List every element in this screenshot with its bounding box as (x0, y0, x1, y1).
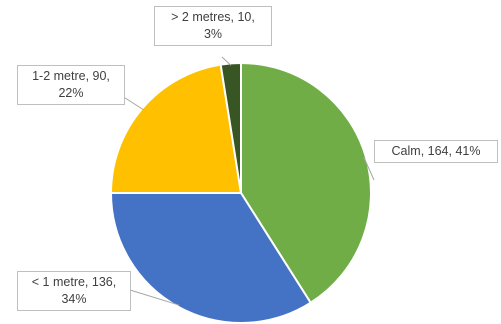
leader-line (221, 56, 232, 66)
leader-line (363, 157, 375, 181)
data-label-under-1-metre-line1: < 1 metre, 136, (31, 275, 117, 289)
data-label-1-2-metre-line2: 22% (58, 86, 84, 100)
data-label-over-2-metres-line1: > 2 metres, 10, (171, 10, 255, 24)
data-label-under-1-metre-line2: 34% (61, 292, 87, 306)
data-label-over-2-metres: > 2 metres, 10, 3% (154, 6, 272, 46)
pie-slice-2-metres (219, 61, 242, 194)
data-label-1-2-metre: 1-2 metre, 90, 22% (17, 65, 125, 105)
data-label-1-2-metre-line1: 1-2 metre, 90, (32, 69, 110, 83)
leader-line (129, 289, 180, 306)
data-label-over-2-metres-line2: 3% (203, 27, 223, 41)
pie-slice-1-2-metre (109, 63, 243, 194)
pie-slice-1-metre (109, 192, 313, 324)
data-label-calm-text: Calm, 164, 41% (391, 144, 481, 158)
data-label-calm: Calm, 164, 41% (374, 140, 498, 163)
data-label-under-1-metre: < 1 metre, 136, 34% (17, 271, 131, 311)
leader-line (121, 95, 144, 111)
